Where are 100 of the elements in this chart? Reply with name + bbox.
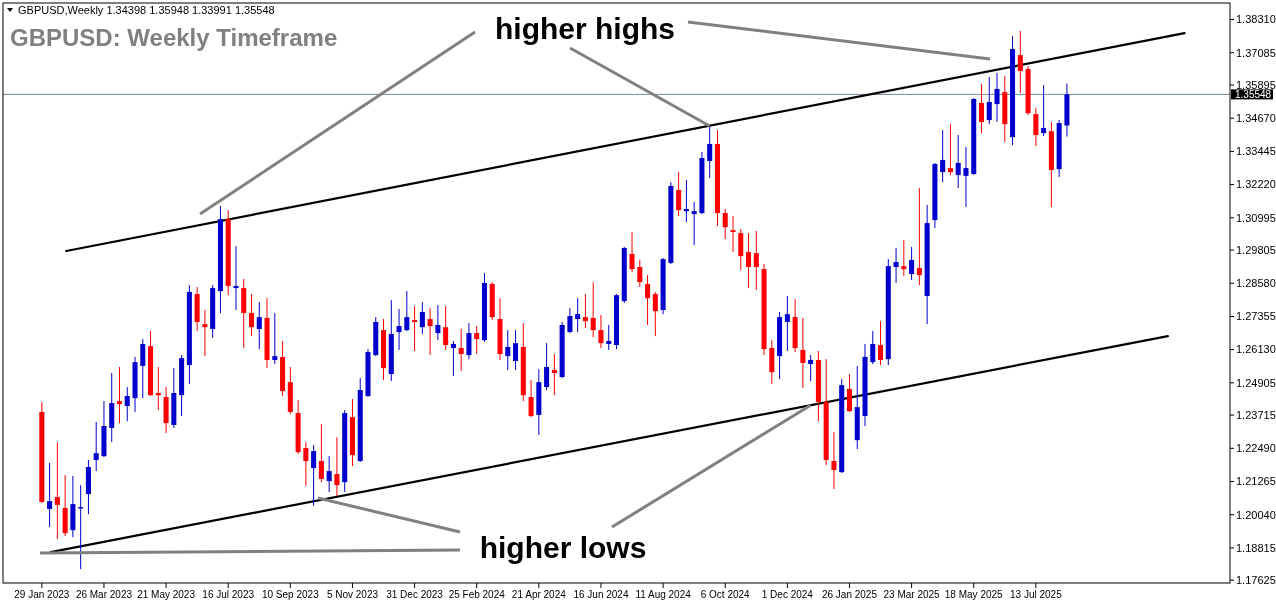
x-tick-label: 26 Jan 2025 [821, 589, 878, 600]
x-tick-label: 21 May 2023 [137, 589, 196, 600]
x-tick-label: 21 Apr 2024 [511, 589, 567, 600]
candlestick [256, 301, 262, 350]
candlestick [637, 259, 643, 288]
x-tick-label: 31 Dec 2023 [386, 589, 444, 600]
candlestick [878, 320, 884, 366]
candlestick [909, 246, 915, 281]
candlestick [582, 293, 588, 329]
candlestick [916, 187, 922, 286]
y-tick-label: 1.24905 [1236, 376, 1276, 389]
candlestick [140, 338, 146, 399]
ref-line-label: 1.35548 [1235, 88, 1272, 100]
candlestick [683, 179, 689, 223]
candlestick [419, 301, 425, 335]
candlestick [994, 72, 1000, 123]
candlestick [784, 295, 790, 352]
y-tick-label: 1.27355 [1236, 310, 1276, 323]
candlestick [730, 215, 736, 253]
candlestick [326, 455, 332, 493]
x-tick-label: 18 May 2025 [944, 589, 1004, 600]
candlestick [978, 83, 985, 134]
candlestick [311, 444, 317, 507]
y-tick-label: 1.20040 [1236, 508, 1276, 521]
candlestick [458, 328, 464, 372]
y-tick-label: 1.26130 [1236, 343, 1276, 356]
candlestick [691, 201, 697, 246]
candlestick [800, 317, 806, 389]
y-tick-label: 1.30995 [1236, 211, 1276, 224]
candlestick [248, 293, 255, 337]
candlestick [427, 307, 433, 356]
candlestick [334, 436, 340, 497]
candlestick [753, 230, 759, 291]
candlestick [155, 366, 161, 411]
candlestick [1017, 30, 1023, 94]
candlestick [901, 239, 907, 277]
y-tick-label: 1.32220 [1236, 178, 1276, 191]
text: GBPUSD: Weekly Timeframe [10, 24, 338, 51]
candlestick [590, 281, 596, 338]
candlestick [986, 76, 992, 125]
y-tick-label: 1.22490 [1236, 442, 1276, 455]
candlestick [831, 431, 837, 490]
candlestick [645, 274, 651, 326]
x-tick-label: 1 Dec 2024 [761, 589, 814, 600]
x-tick-label: 26 Mar 2023 [75, 589, 133, 600]
x-tick-label: 6 Oct 2024 [700, 589, 751, 600]
candlestick [722, 208, 728, 240]
candlestick [396, 308, 402, 351]
candlestick [544, 342, 550, 391]
candlestick [551, 353, 557, 396]
candlestick [963, 146, 969, 208]
candlestick [738, 228, 744, 271]
x-tick-label: 16 Jun 2024 [573, 589, 629, 600]
candlestick [412, 305, 418, 352]
x-tick-label: 29 Jan 2023 [14, 589, 70, 600]
candlestick [435, 304, 441, 341]
candlestick [707, 125, 713, 179]
candlestick [233, 245, 239, 311]
y-tick-label: 1.29805 [1236, 243, 1276, 256]
candlestick [404, 290, 410, 332]
candlestick [567, 307, 573, 334]
candlestick [940, 129, 946, 183]
x-tick-label: 11 Aug 2024 [635, 589, 692, 600]
x-tick-label: 13 Jul 2025 [1009, 589, 1063, 600]
candlestick [575, 297, 581, 333]
y-tick-label: 1.17625 [1236, 574, 1276, 586]
candlestick [893, 247, 899, 284]
y-tick-label: 1.28580 [1236, 277, 1276, 290]
candlestick [54, 441, 60, 540]
y-tick-label: 1.38310 [1236, 13, 1276, 26]
candlestick [272, 312, 278, 365]
x-tick-label: 10 Sep 2023 [261, 589, 320, 600]
candlestick [1033, 107, 1039, 147]
candlestick [870, 330, 876, 365]
candlestick [846, 373, 852, 413]
candlestick [303, 441, 309, 487]
candlestick [808, 354, 814, 382]
candlestick [947, 123, 953, 176]
y-tick-label: 1.35895 [1236, 78, 1276, 91]
y-tick-label: 1.34670 [1236, 112, 1276, 125]
candlestick [93, 421, 99, 472]
candlestick [676, 171, 682, 217]
candlestick [1041, 84, 1047, 137]
candlestick [202, 309, 208, 357]
x-tick-label: 5 Nov 2023 [326, 589, 379, 600]
candlestick [606, 324, 612, 351]
y-tick-label: 1.18815 [1236, 541, 1276, 554]
candlestick [955, 134, 961, 189]
candlestick [505, 329, 511, 371]
annotation: higher highs [495, 12, 675, 45]
candlestick [746, 232, 752, 289]
x-tick-label: 23 Mar 2025 [883, 589, 941, 600]
x-tick-label: 25 Feb 2024 [448, 589, 506, 600]
annotation: higher lows [479, 531, 647, 564]
candlestick [474, 325, 480, 355]
candlestick [513, 329, 519, 371]
annotation: GBPUSD,Weekly 1.34398 1.35948 1.33991 1.35548 [18, 4, 275, 16]
candlestick [124, 386, 130, 422]
candlestick [652, 291, 658, 337]
y-tick-label: 1.23715 [1236, 408, 1276, 421]
